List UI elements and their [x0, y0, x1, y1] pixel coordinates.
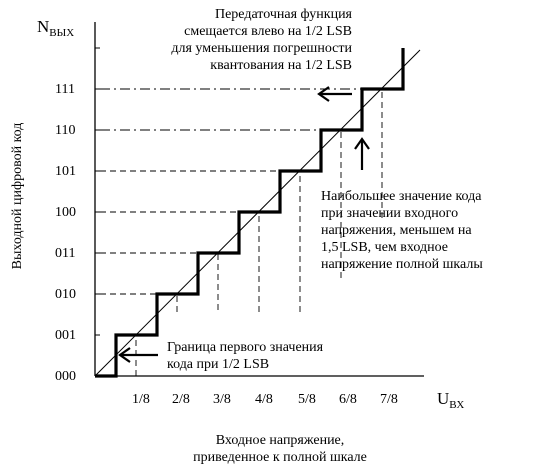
y-ticks — [95, 47, 100, 336]
x-tick-label: 1/8 — [132, 392, 150, 407]
code-label: 101 — [55, 164, 76, 179]
annotation-bottom: Граница первого значения кода при 1/2 LS… — [167, 340, 324, 372]
code-label: 001 — [55, 328, 76, 343]
annotation-top: Передаточная функция смещается влево на … — [171, 7, 352, 73]
x-axis-title: UВХ — [437, 389, 464, 411]
x-tick-label: 7/8 — [380, 392, 398, 407]
code-label: 110 — [55, 123, 75, 138]
x-tick-label: 2/8 — [172, 392, 190, 407]
code-level-guides — [100, 170, 280, 295]
code-label: 010 — [55, 287, 76, 302]
y-code-labels: 000 001 010 011 100 101 110 111 — [55, 82, 76, 384]
staircase-transfer-function — [95, 48, 405, 378]
y-axis-label: Выходной цифровой код — [10, 123, 25, 270]
x-tick-label: 6/8 — [339, 392, 357, 407]
x-tick-labels: 1/8 2/8 3/8 4/8 5/8 6/8 7/8 — [132, 392, 398, 407]
code-label: 111 — [55, 82, 75, 97]
x-tick-label: 4/8 — [255, 392, 273, 407]
arrow-up-right — [354, 137, 370, 170]
code-level-guides-dashdot — [100, 88, 362, 131]
x-axis-label: Входное напряжение, приведенное к полной… — [193, 433, 367, 465]
x-tick-label: 5/8 — [298, 392, 316, 407]
annotation-right: Наибольшее значение кода при значении вх… — [321, 189, 483, 272]
code-label: 000 — [55, 369, 76, 384]
code-label: 011 — [55, 246, 75, 261]
arrow-left-bottom — [118, 347, 158, 363]
x-tick-label: 3/8 — [213, 392, 231, 407]
code-label: 100 — [55, 205, 76, 220]
arrow-left-top — [317, 86, 352, 102]
y-axis-title: NВЫХ — [37, 17, 74, 39]
